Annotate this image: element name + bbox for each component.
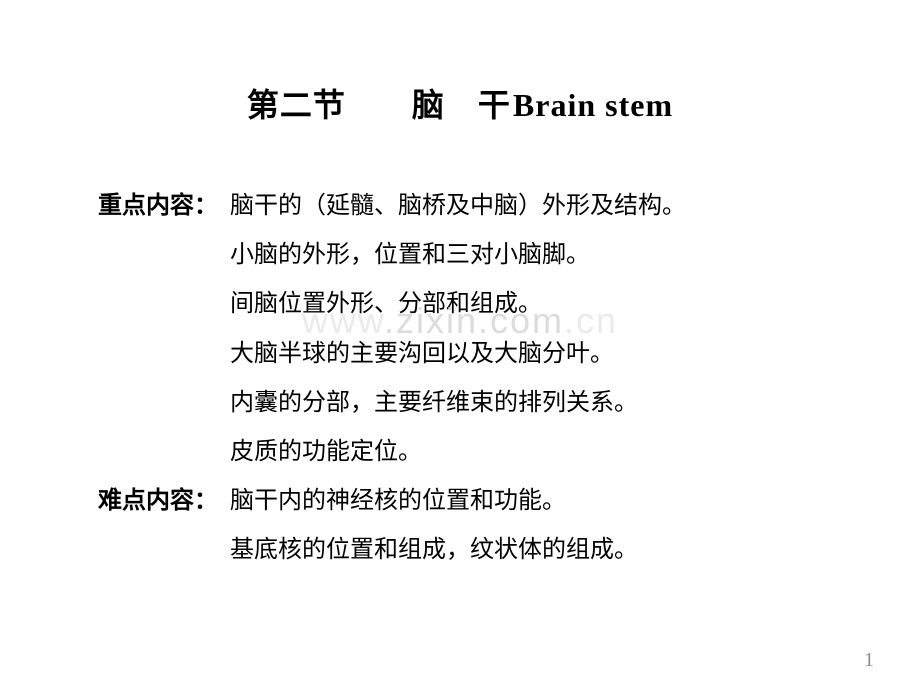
- key-point-4: 内囊的分部，主要纤维束的排列关系。: [230, 379, 638, 428]
- key-point-5: 皮质的功能定位。: [230, 428, 422, 477]
- key-point-2: 间脑位置外形、分部和组成。: [230, 280, 542, 329]
- title-name-cjk: 脑 干: [412, 87, 511, 123]
- key-points-row-2: 间脑位置外形、分部和组成。: [98, 280, 830, 329]
- hard-point-0: 脑干内的神经核的位置和功能。: [230, 477, 566, 526]
- key-points-label: 重点内容：: [98, 182, 230, 231]
- page-number: 1: [864, 649, 874, 672]
- hard-points-row-1: 基底核的位置和组成，纹状体的组成。: [98, 526, 830, 575]
- key-points-row-1: 小脑的外形，位置和三对小脑脚。: [98, 231, 830, 280]
- key-points-row-3: 大脑半球的主要沟回以及大脑分叶。: [98, 330, 830, 379]
- title-name-latin: Brain stem: [513, 87, 673, 123]
- key-points-row-4: 内囊的分部，主要纤维束的排列关系。: [98, 379, 830, 428]
- title-spacer: [346, 87, 412, 123]
- content-block: 重点内容： 脑干的（延髓、脑桥及中脑）外形及结构。 小脑的外形，位置和三对小脑脚…: [90, 182, 830, 576]
- hard-points-label: 难点内容：: [98, 477, 230, 526]
- page-title: 第二节 脑 干Brain stem: [90, 80, 830, 126]
- hard-point-1: 基底核的位置和组成，纹状体的组成。: [230, 526, 638, 575]
- key-points-row-5: 皮质的功能定位。: [98, 428, 830, 477]
- key-points-row-0: 重点内容： 脑干的（延髓、脑桥及中脑）外形及结构。: [98, 182, 830, 231]
- hard-points-row-0: 难点内容： 脑干内的神经核的位置和功能。: [98, 477, 830, 526]
- title-section: 第二节: [247, 87, 346, 123]
- slide-container: www.zixin.com.cn 第二节 脑 干Brain stem 重点内容：…: [0, 0, 920, 690]
- key-point-1: 小脑的外形，位置和三对小脑脚。: [230, 231, 590, 280]
- key-point-0: 脑干的（延髓、脑桥及中脑）外形及结构。: [230, 182, 686, 231]
- key-point-3: 大脑半球的主要沟回以及大脑分叶。: [230, 330, 614, 379]
